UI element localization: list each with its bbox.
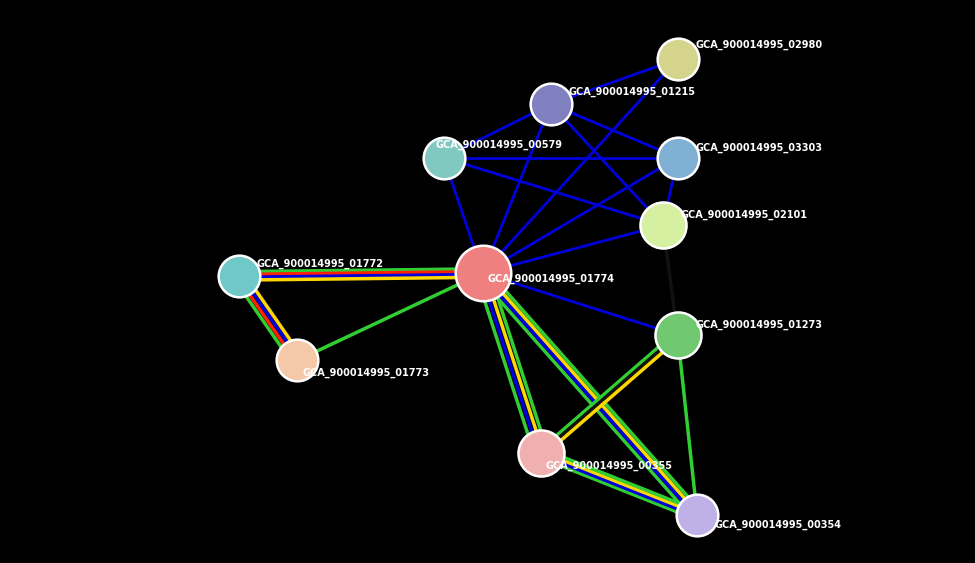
Text: GCA_900014995_00355: GCA_900014995_00355: [546, 461, 673, 471]
Text: GCA_900014995_01774: GCA_900014995_01774: [488, 274, 614, 284]
Text: GCA_900014995_01215: GCA_900014995_01215: [568, 87, 695, 97]
Text: GCA_900014995_02980: GCA_900014995_02980: [695, 40, 822, 50]
Point: [670, 153, 685, 162]
Text: GCA_900014995_02101: GCA_900014995_02101: [681, 210, 807, 220]
Point: [290, 356, 305, 365]
Point: [533, 449, 549, 458]
Text: GCA_900014995_00354: GCA_900014995_00354: [715, 520, 841, 530]
Point: [543, 100, 559, 109]
Text: GCA_900014995_01772: GCA_900014995_01772: [256, 258, 383, 269]
Point: [475, 269, 490, 278]
Point: [670, 55, 685, 64]
Text: GCA_900014995_01773: GCA_900014995_01773: [302, 368, 429, 378]
Text: GCA_900014995_00579: GCA_900014995_00579: [436, 140, 563, 150]
Point: [231, 271, 247, 280]
Text: GCA_900014995_03303: GCA_900014995_03303: [695, 142, 822, 153]
Point: [436, 153, 451, 162]
Point: [689, 511, 705, 520]
Point: [670, 330, 685, 339]
Text: GCA_900014995_01273: GCA_900014995_01273: [695, 320, 822, 330]
Point: [655, 221, 671, 230]
